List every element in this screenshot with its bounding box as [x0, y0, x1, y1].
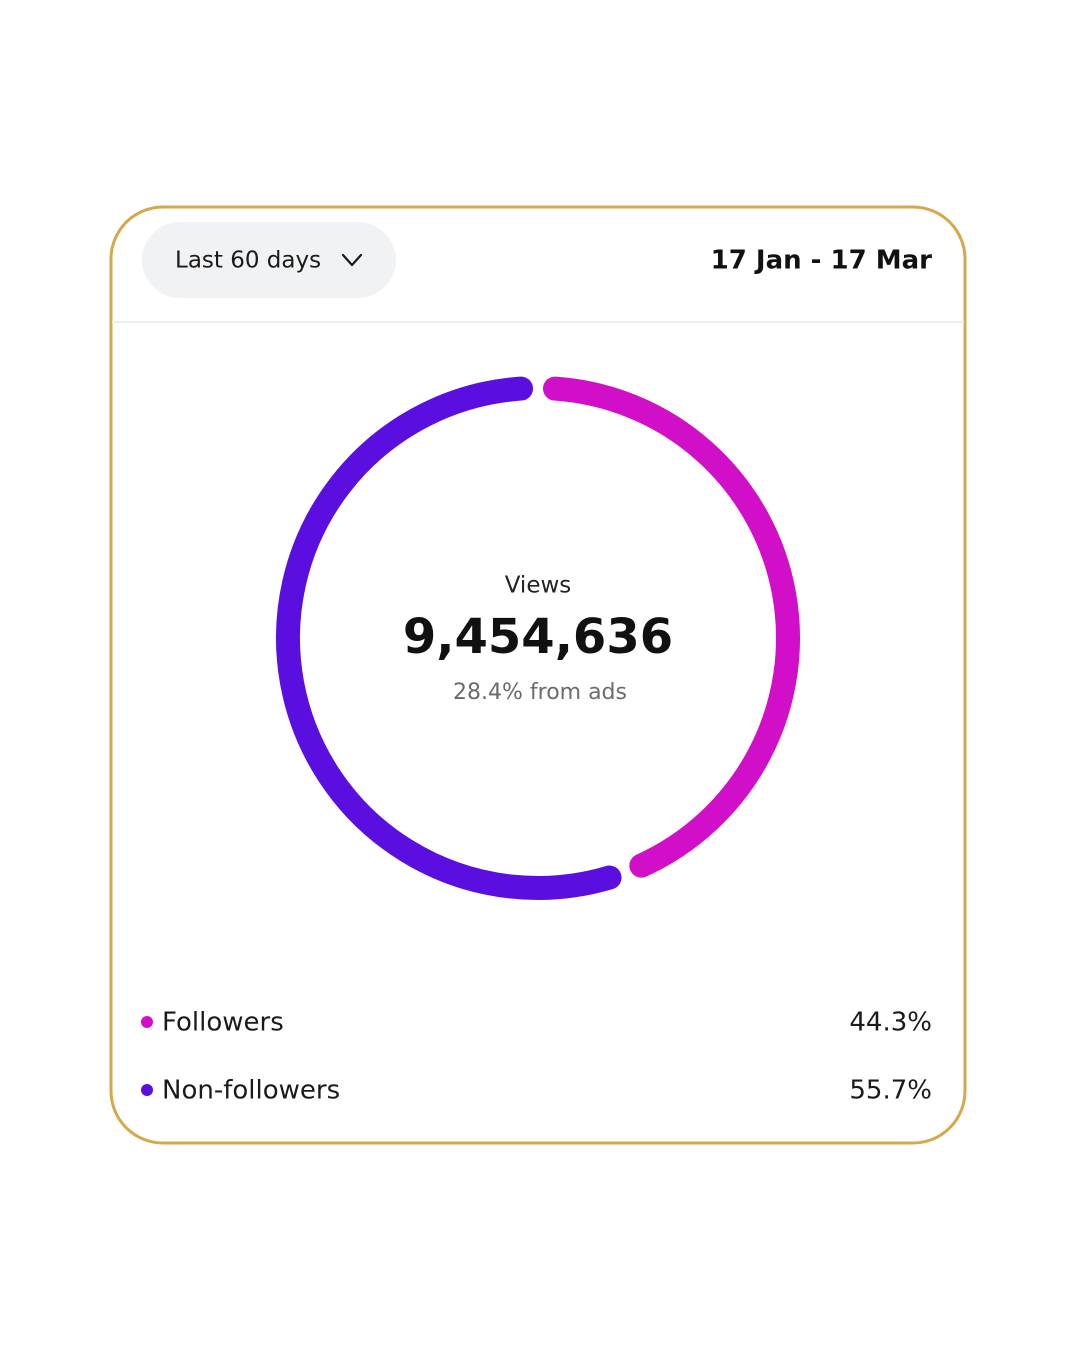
center-value: 9,454,636	[403, 609, 673, 665]
center-label: Views	[505, 573, 572, 599]
legend-dot	[141, 1084, 153, 1096]
legend-value: 55.7%	[849, 1076, 932, 1106]
donut-segment	[276, 376, 622, 900]
period-label[interactable]: Last 60 days	[175, 248, 321, 274]
period-selector[interactable]	[142, 222, 396, 298]
center-note: 28.4% from ads	[453, 680, 627, 705]
legend-label: Non-followers	[162, 1076, 340, 1106]
legend-label: Followers	[162, 1008, 284, 1038]
date-range: 17 Jan - 17 Mar	[711, 246, 933, 276]
donut-segment	[542, 376, 800, 878]
chevron-icon[interactable]	[341, 253, 363, 267]
legend-value: 44.3%	[849, 1008, 932, 1038]
legend-dot	[141, 1016, 153, 1028]
card	[109, 205, 967, 1145]
